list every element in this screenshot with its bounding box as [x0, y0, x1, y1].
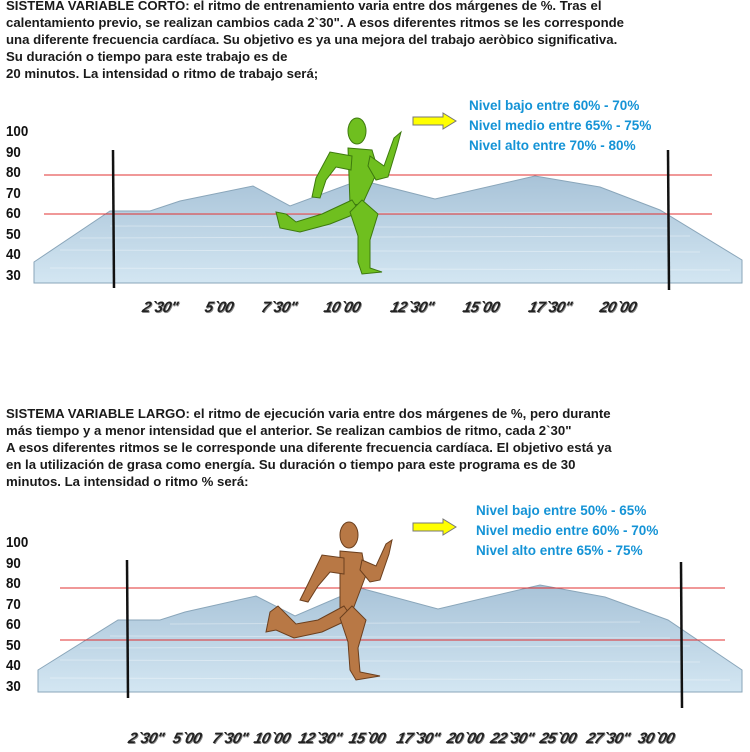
short-x-axis: 2`30" 5`00 7`30" 10`00 12`30" 15`00 17`3…: [0, 299, 750, 321]
short-description: SISTEMA VARIABLE CORTO: el ritmo de entr…: [6, 0, 746, 82]
long-x-tick: 15`00: [346, 730, 388, 747]
short-x-tick: 20`00: [597, 299, 639, 316]
short-x-tick: 10`00: [321, 299, 363, 316]
long-chart: [37, 518, 743, 709]
long-level-medium: Nivel medio entre 60% - 70%: [476, 523, 659, 538]
arrow-right-icon: [412, 518, 457, 536]
long-line: A esos diferentes ritmos se le correspon…: [6, 440, 612, 455]
long-terrain: [37, 584, 743, 693]
short-x-tick: 17`30": [526, 299, 574, 316]
long-level-low: Nivel bajo entre 50% - 65%: [476, 503, 647, 518]
short-line: el ritmo de entrenamiento varia entre do…: [189, 0, 602, 13]
short-x-tick: 12`30": [388, 299, 436, 316]
long-terrain-texture: [49, 621, 731, 681]
short-line: Su duración o tiempo para este trabajo e…: [6, 49, 288, 64]
long-y-tick: 80: [6, 576, 21, 592]
runner-icon: [265, 521, 393, 681]
long-x-tick: 10`00: [251, 730, 293, 747]
runner-icon: [275, 117, 402, 275]
long-levels: Nivel bajo entre 50% - 65% Nivel medio e…: [476, 501, 658, 561]
long-level-high: Nivel alto entre 65% - 75%: [476, 543, 643, 558]
short-y-tick: 70: [6, 185, 21, 202]
short-y-tick: 80: [6, 165, 21, 181]
long-x-tick: 22`30": [488, 730, 536, 747]
long-y-axis: 100 90 80 70 60 50 40 30: [6, 535, 36, 699]
short-chart: [33, 112, 743, 291]
short-level-low: Nivel bajo entre 60% - 70%: [469, 98, 640, 113]
long-y-tick: 70: [6, 596, 21, 613]
short-y-tick: 60: [6, 206, 21, 222]
short-level-medium: Nivel medio entre 65% - 75%: [469, 118, 652, 133]
short-start-marker: [111, 149, 116, 289]
short-y-tick: 100: [6, 124, 29, 140]
short-terrain: [33, 175, 743, 284]
short-x-tick: 2`30": [140, 299, 180, 316]
long-line: en la utilización de grasa como energía.…: [6, 457, 576, 472]
short-y-tick: 40: [6, 247, 21, 263]
long-line: minutos. La intensidad o ritmo % será:: [6, 474, 249, 489]
long-x-tick: 12`30": [296, 730, 344, 747]
short-y-axis: 100 90 80 70 60 50 40 30: [6, 124, 36, 288]
short-levels: Nivel bajo entre 60% - 70% Nivel medio e…: [469, 96, 651, 156]
short-line: una diferente frecuencia cardíaca. Su ob…: [6, 32, 618, 47]
long-x-tick: 20`00: [444, 730, 486, 747]
long-y-tick: 30: [6, 678, 21, 695]
long-end-marker: [679, 561, 684, 709]
arrow-right-icon: [412, 112, 457, 130]
long-description: SISTEMA VARIABLE LARGO: el ritmo de ejec…: [6, 405, 746, 490]
short-x-tick: 5`00: [202, 299, 236, 316]
short-x-tick: 7`30": [259, 299, 299, 316]
long-start-marker: [125, 559, 130, 699]
long-title: SISTEMA VARIABLE LARGO:: [6, 406, 190, 421]
long-y-tick: 90: [6, 555, 21, 572]
long-y-tick: 100: [6, 535, 29, 551]
short-x-tick: 15`00: [460, 299, 502, 316]
long-x-tick: 7`30": [210, 730, 250, 747]
long-x-tick: 2`30": [126, 730, 166, 747]
long-x-tick: 27`30": [584, 730, 632, 747]
long-x-tick: 25`00: [537, 730, 579, 747]
short-level-high: Nivel alto entre 70% - 80%: [469, 138, 636, 153]
short-y-tick: 90: [6, 144, 21, 161]
long-x-tick: 17`30": [394, 730, 442, 747]
long-y-tick: 40: [6, 658, 21, 674]
short-line: calentamiento previo, se realizan cambio…: [6, 15, 625, 30]
long-line: más tiempo y a menor intensidad que el a…: [6, 423, 572, 438]
short-title: SISTEMA VARIABLE CORTO:: [6, 0, 190, 13]
long-line: el ritmo de ejecución varia entre dos má…: [189, 406, 611, 421]
long-x-tick: 5`00: [170, 730, 204, 747]
short-y-tick: 30: [6, 267, 21, 284]
short-line: 20 minutos. La intensidad o ritmo de tra…: [6, 66, 319, 81]
short-y-tick: 50: [6, 226, 21, 243]
long-y-tick: 50: [6, 637, 21, 654]
long-y-tick: 60: [6, 617, 21, 633]
long-x-tick: 30`00: [635, 730, 677, 747]
short-end-marker: [666, 149, 671, 291]
